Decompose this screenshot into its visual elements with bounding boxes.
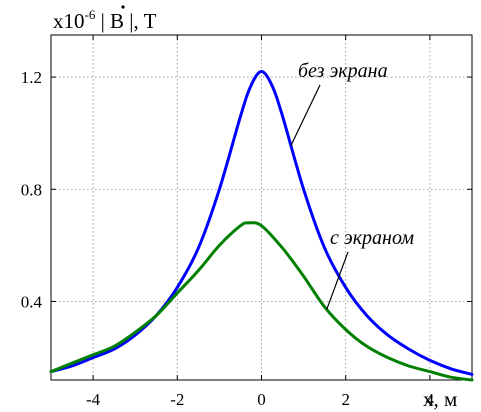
x-axis-label: x, м [423,387,457,411]
grid-lines [51,35,472,380]
y-tick-label: 0.4 [21,292,43,311]
y-axis-exponent: -6 [85,7,96,22]
x-tick-label: 0 [257,390,266,409]
y-tick-label: 1.2 [21,68,42,87]
annotation-with-screen: с экраном [330,227,414,249]
x-tick-label: 4 [426,390,435,409]
y-axis-quantity: | B |, T [95,9,156,33]
series-line-with-screen [49,221,474,382]
x-tick-label: -2 [170,390,184,409]
y-tick-label: 0.8 [21,180,42,199]
series-lines [49,70,474,382]
axis-ticks: -4 -2 0 2 4 0.4 0.8 1.2 [21,35,472,409]
y-axis-prefix: x10 [53,9,85,33]
annotation-leader-line [290,84,321,146]
y-axis-dot-accent [121,5,125,9]
annotations: без экрана с экраном [290,60,414,310]
x-tick-label: 2 [341,390,350,409]
x-tick-label: -4 [86,390,101,409]
y-axis-label: x10-6 | B |, T [53,7,157,33]
annotation-without-screen: без экрана [298,60,388,82]
annotation-leader-line [326,251,349,310]
series-line-without-screen [49,70,474,376]
